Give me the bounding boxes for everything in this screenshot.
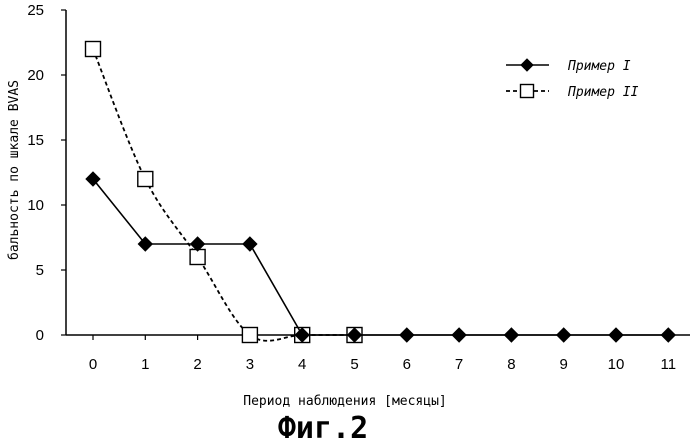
y-tick-label: 5 — [36, 262, 44, 279]
legend-marker-square — [521, 85, 534, 98]
x-tick-label: 11 — [661, 356, 677, 373]
x-axis-ticks: 0 1 2 3 4 5 6 7 8 9 10 11 — [89, 335, 676, 373]
data-point-diamond — [400, 328, 414, 342]
legend-label: Пример I — [567, 59, 631, 74]
x-tick-label: 1 — [141, 356, 149, 373]
x-tick-label: 6 — [403, 356, 411, 373]
y-tick-label: 20 — [27, 67, 44, 84]
y-axis-title: бальность по шкале BVAS — [7, 80, 22, 260]
x-tick-label: 7 — [455, 356, 463, 373]
series-line-dashed — [93, 49, 355, 341]
series-2 — [86, 42, 363, 343]
data-point-square — [242, 328, 257, 343]
x-tick-label: 8 — [507, 356, 515, 373]
y-axis-ticks: 0 5 10 15 20 25 — [27, 2, 66, 344]
x-tick-label: 5 — [350, 356, 358, 373]
y-tick-label: 15 — [27, 132, 44, 149]
y-tick-label: 0 — [36, 327, 44, 344]
data-point-diamond — [609, 328, 623, 342]
x-axis-title: Период наблюдения [месяцы] — [243, 394, 447, 409]
data-point-diamond — [661, 328, 675, 342]
data-point-diamond — [557, 328, 571, 342]
legend: Пример I Пример II — [506, 59, 639, 100]
x-tick-label: 0 — [89, 356, 97, 373]
x-tick-label: 9 — [560, 356, 568, 373]
legend-marker-diamond — [521, 59, 533, 71]
legend-item-1: Пример I — [506, 59, 631, 74]
x-tick-label: 2 — [193, 356, 201, 373]
y-tick-label: 10 — [27, 197, 44, 214]
data-point-square — [138, 172, 153, 187]
data-point-diamond — [504, 328, 518, 342]
data-point-diamond — [243, 237, 257, 251]
legend-label: Пример II — [567, 85, 639, 100]
y-tick-label: 25 — [27, 2, 44, 19]
series-1 — [86, 172, 675, 342]
x-tick-label: 10 — [608, 356, 625, 373]
data-point-diamond — [452, 328, 466, 342]
x-tick-label: 3 — [246, 356, 254, 373]
data-point-square — [86, 42, 101, 57]
legend-item-2: Пример II — [506, 85, 639, 101]
x-tick-label: 4 — [298, 356, 306, 373]
series-line-solid — [93, 179, 668, 335]
data-point-square — [190, 250, 205, 265]
figure-caption: Фиг.2 — [278, 411, 368, 445]
